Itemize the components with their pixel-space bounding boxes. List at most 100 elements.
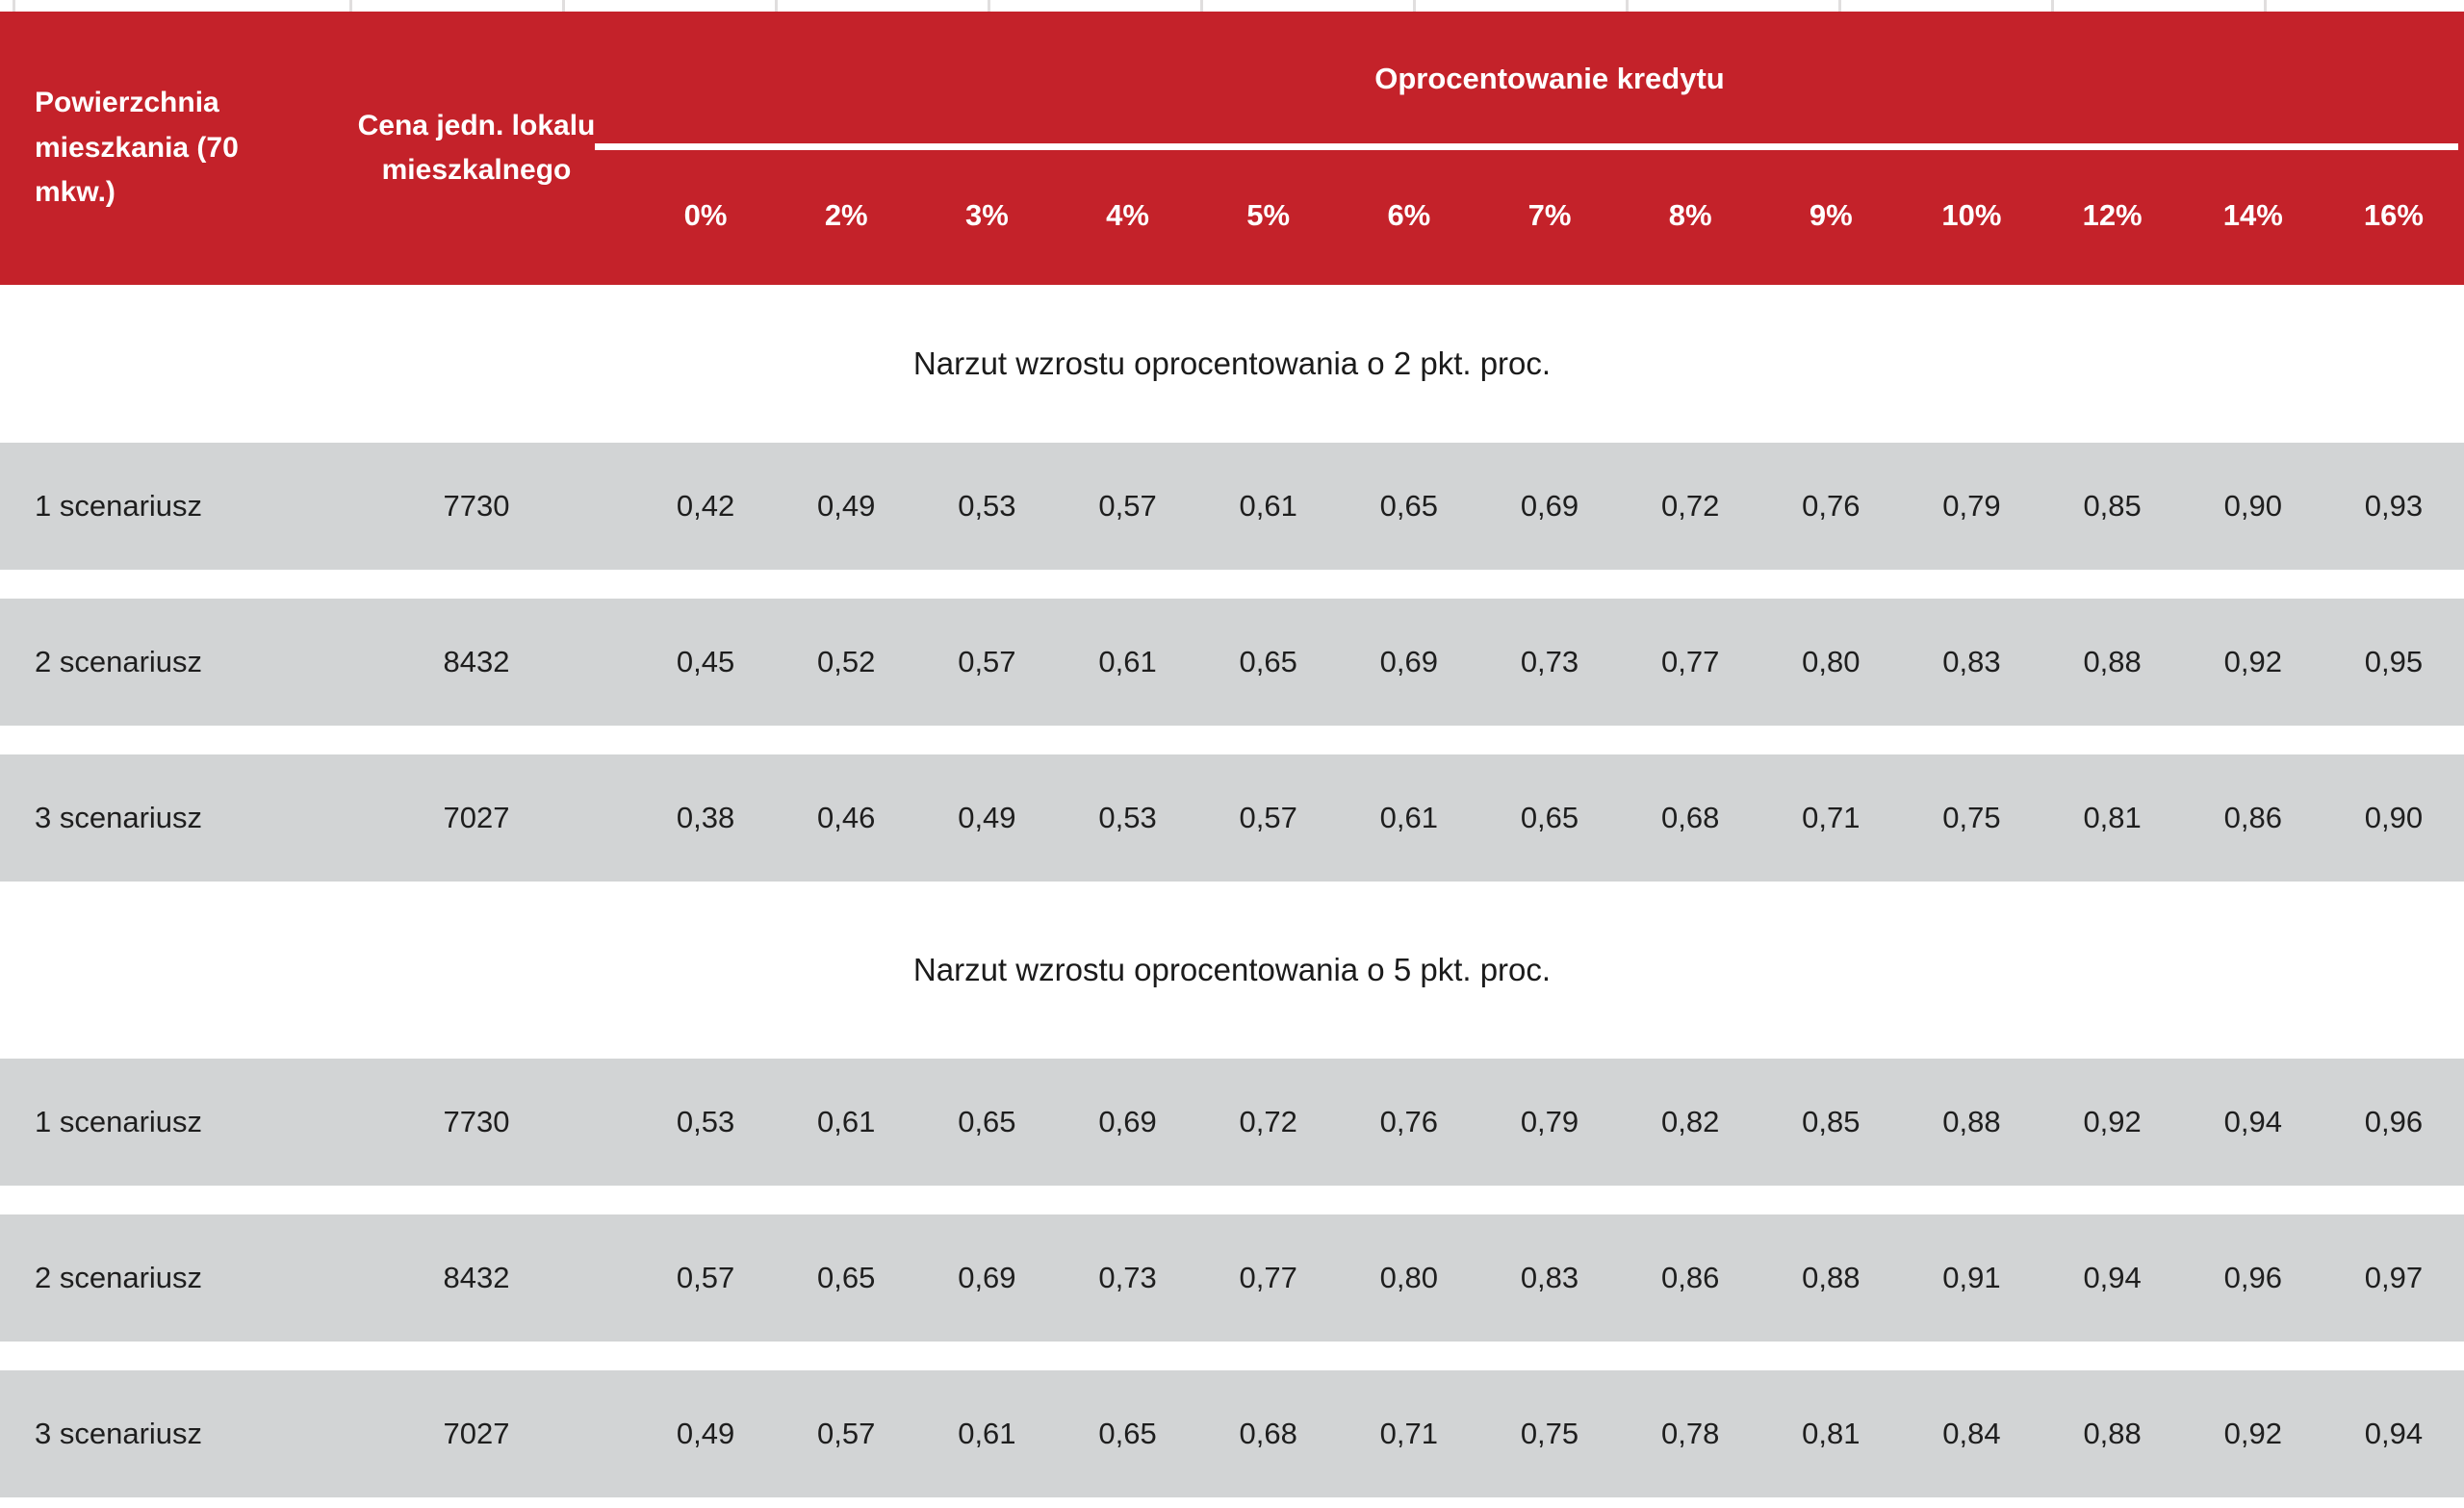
rate-header-cell: 12% [2082,198,2143,232]
value-cell: 0,73 [1098,1261,1157,1294]
value-cell: 0,92 [2083,1105,2142,1138]
value-cell: 0,72 [1239,1105,1297,1138]
value-cell: 0,57 [1098,489,1157,523]
rate-header-cell: 3% [964,198,1009,232]
rate-header-cell: 10% [1941,198,2002,232]
rate-header-cell: 9% [1809,198,1853,232]
value-cell: 0,49 [676,1417,735,1450]
rate-header-cell: 14% [2222,198,2283,232]
value-cell: 0,72 [1660,489,1720,523]
value-cell: 0,73 [1520,645,1579,678]
value-cell: 0,76 [1802,489,1861,523]
value-cell: 0,77 [1239,1261,1297,1294]
price-cell: 7027 [443,1417,510,1450]
rate-header-cell: 2% [824,198,868,232]
value-cell: 0,38 [676,801,735,834]
value-cell: 0,68 [1239,1417,1297,1450]
rate-header-cell: 7% [1527,198,1572,232]
value-cell: 0,71 [1802,801,1861,834]
scenario-label: 1 scenariusz [35,489,203,523]
value-cell: 0,86 [1660,1261,1720,1294]
value-cell: 0,57 [817,1417,876,1450]
value-cell: 0,94 [2223,1105,2282,1138]
table-header: Powierzchnia mieszkania (70 mkw.) Cena j… [0,12,2464,285]
value-cell: 0,65 [1520,801,1579,834]
value-cell: 0,88 [1942,1105,2001,1138]
value-cell: 0,81 [2083,801,2142,834]
price-cell: 7730 [443,489,510,523]
value-cell: 0,49 [817,489,876,523]
value-cell: 0,61 [958,1417,1016,1450]
value-cell: 0,42 [676,489,735,523]
scenario-label: 1 scenariusz [35,1105,203,1138]
value-cell: 0,65 [1098,1417,1157,1450]
rate-header-cell: 4% [1106,198,1149,232]
value-cell: 0,46 [817,801,876,834]
value-cell: 0,96 [2223,1261,2282,1294]
value-cell: 0,85 [1802,1105,1861,1138]
value-cell: 0,79 [1942,489,2001,523]
value-cell: 0,81 [1802,1417,1861,1450]
cropped-table-edge [0,0,2464,12]
value-cell: 0,90 [2364,801,2424,834]
value-cell: 0,69 [958,1261,1016,1294]
value-cell: 0,80 [1379,1261,1439,1294]
value-cell: 0,75 [1942,801,2001,834]
table-row: 3 scenariusz 7027 0,49 0,57 0,61 0,65 0,… [0,1370,2464,1497]
value-cell: 0,94 [2083,1261,2142,1294]
value-cell: 0,61 [1098,645,1157,678]
value-cell: 0,84 [1942,1417,2001,1450]
value-cell: 0,49 [958,801,1016,834]
value-cell: 0,69 [1379,645,1439,678]
value-cell: 0,57 [676,1261,735,1294]
value-cell: 0,83 [1942,645,2001,678]
header-area-label: Powierzchnia mieszkania (70 mkw.) [35,87,239,209]
value-cell: 0,77 [1660,645,1720,678]
value-cell: 0,53 [676,1105,735,1138]
value-cell: 0,97 [2364,1261,2424,1294]
value-cell: 0,65 [1239,645,1297,678]
value-cell: 0,52 [817,645,876,678]
value-cell: 0,65 [817,1261,876,1294]
table-row: 2 scenariusz 8432 0,57 0,65 0,69 0,73 0,… [0,1214,2464,1342]
value-cell: 0,88 [2083,645,2142,678]
header-price-label: Cena jedn. lokalu mieszkalnego [357,109,596,187]
rate-header-cell: 16% [2363,198,2424,232]
value-cell: 0,78 [1660,1417,1720,1450]
value-cell: 0,65 [1379,489,1439,523]
value-cell: 0,69 [1098,1105,1157,1138]
value-cell: 0,65 [958,1105,1016,1138]
section-title: Narzut wzrostu oprocentowania o 2 pkt. p… [912,345,1552,381]
value-cell: 0,86 [2223,801,2282,834]
scenario-label: 2 scenariusz [35,645,203,678]
value-cell: 0,82 [1660,1105,1720,1138]
price-cell: 7730 [443,1105,510,1138]
scenario-label: 3 scenariusz [35,1417,203,1450]
value-cell: 0,80 [1802,645,1861,678]
table-row: 1 scenariusz 7730 0,53 0,61 0,65 0,69 0,… [0,1059,2464,1186]
rate-header-cell: 5% [1246,198,1291,232]
value-cell: 0,45 [676,645,735,678]
value-cell: 0,53 [958,489,1016,523]
value-cell: 0,61 [1239,489,1297,523]
value-cell: 0,53 [1098,801,1157,834]
rate-header-cell: 8% [1668,198,1712,232]
value-cell: 0,71 [1379,1417,1439,1450]
price-cell: 8432 [443,645,510,678]
value-cell: 0,79 [1520,1105,1579,1138]
value-cell: 0,91 [1942,1261,2001,1294]
header-group-label: Oprocentowanie kredytu [595,12,2464,150]
value-cell: 0,83 [1520,1261,1579,1294]
value-cell: 0,61 [1379,801,1439,834]
table-row: 2 scenariusz 8432 0,45 0,52 0,57 0,61 0,… [0,599,2464,726]
value-cell: 0,68 [1660,801,1720,834]
section-title: Narzut wzrostu oprocentowania o 5 pkt. p… [912,952,1552,987]
rate-header-cell: 6% [1387,198,1431,232]
value-cell: 0,92 [2223,1417,2282,1450]
rate-header-cell: 0% [683,198,728,232]
value-cell: 0,57 [1239,801,1297,834]
table-row: 1 scenariusz 7730 0,42 0,49 0,53 0,57 0,… [0,443,2464,570]
value-cell: 0,94 [2364,1417,2424,1450]
price-cell: 8432 [443,1261,510,1294]
